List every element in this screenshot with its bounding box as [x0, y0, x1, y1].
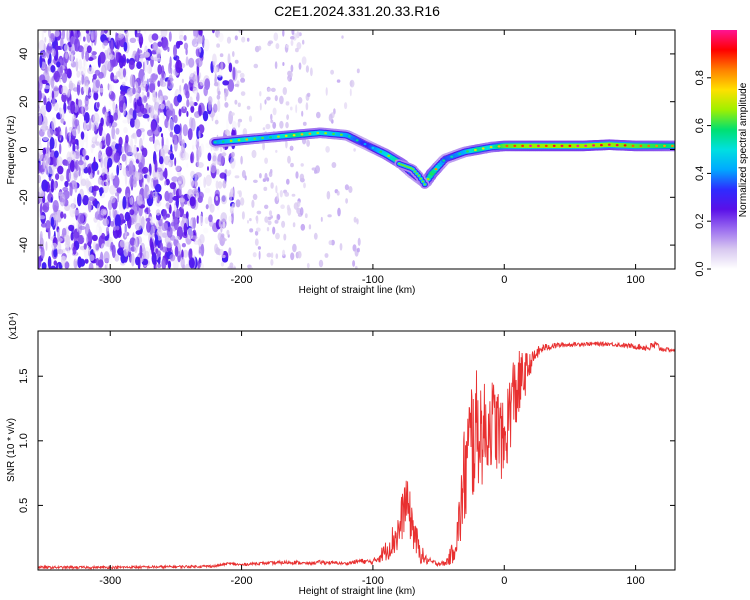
snr-x-axis-label: Height of straight line (km) — [299, 586, 416, 597]
spectrogram-y-tick-label: 40 — [18, 48, 30, 60]
snr-y-tick-label: 1.0 — [18, 433, 30, 448]
spectrogram-y-axis-label: Frequency (Hz) — [6, 116, 17, 185]
colorbar-tick-label: 0.2 — [694, 214, 706, 229]
colorbar-label: Normalized spectral amplitude — [738, 82, 749, 217]
spectrogram-x-tick-label: 0 — [501, 274, 507, 286]
colorbar-tick-label: 0.6 — [694, 118, 706, 133]
snr-x-tick-label: 0 — [501, 575, 507, 587]
spectrogram-y-tick-label: -20 — [18, 189, 30, 205]
spectrogram-y-tick-label: -40 — [18, 237, 30, 253]
spectrogram-x-tick-label: 100 — [626, 274, 644, 286]
colorbar: 0.0 0.2 0.4 0.6 0.8 Normalized spectral ampl… — [694, 30, 749, 277]
spectrogram-y-tick-label: 0 — [18, 146, 30, 152]
snr-x-tick-label: 100 — [626, 575, 644, 587]
spectrogram-ridge — [209, 127, 675, 189]
snr-plot-area — [38, 340, 675, 570]
snr-y-multiplier: (x10⁴) — [8, 312, 19, 339]
snr-y-tick-label: 1.5 — [18, 369, 30, 384]
snr-y-tick-label: 0.5 — [18, 498, 30, 513]
snr-series-line — [38, 340, 675, 570]
colorbar-ticks: 0.0 0.2 0.4 0.6 0.8 — [694, 70, 711, 277]
snr-x-tick-label: -300 — [99, 575, 121, 587]
colorbar-tick-label: 0.0 — [694, 261, 706, 276]
spectrogram-x-ticks: -300 -200 -100 0 100 — [99, 30, 645, 286]
snr-y-axis-label: SNR (10 * v/v) — [6, 418, 17, 482]
spectrogram-x-tick-label: -300 — [99, 274, 121, 286]
spectrogram-y-tick-label: 20 — [18, 96, 30, 108]
spectrogram-plot-area — [38, 30, 675, 269]
snr-y-ticks: 0.5 1.0 1.5 — [18, 369, 675, 513]
chart-title: C2E1.2024.331.20.33.R16 — [274, 3, 440, 19]
snr-x-tick-label: -100 — [362, 575, 384, 587]
snr-x-ticks: -300 -200 -100 0 100 — [99, 331, 645, 587]
spectrogram-noise — [38, 30, 361, 269]
colorbar-tick-label: 0.4 — [694, 166, 706, 181]
colorbar-gradient — [711, 30, 737, 269]
spectrogram-x-tick-label: -100 — [362, 274, 384, 286]
snr-frame — [37, 330, 676, 571]
spectrogram-y-ticks: -40 -20 0 20 40 — [18, 48, 675, 253]
snr-x-tick-label: -200 — [231, 575, 253, 587]
snr-panel: -300 -200 -100 0 100 0.5 1.0 1.5 Height of str… — [6, 312, 676, 597]
spectrogram-x-tick-label: -200 — [231, 274, 253, 286]
spectrogram-x-axis-label: Height of straight line (km) — [299, 285, 416, 296]
colorbar-tick-label: 0.8 — [694, 70, 706, 85]
